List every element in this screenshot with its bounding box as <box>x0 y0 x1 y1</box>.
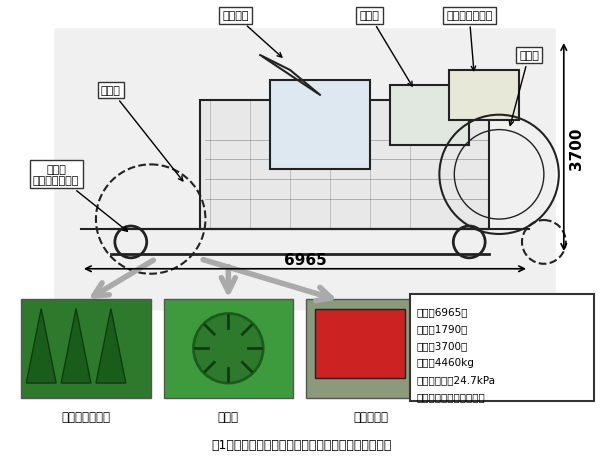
Text: 全高：3700㎜: 全高：3700㎜ <box>417 341 467 351</box>
Text: ホッパ: ホッパ <box>360 11 413 87</box>
FancyBboxPatch shape <box>449 71 519 120</box>
Text: （トウモロコシ収穫時）: （トウモロコシ収穫時） <box>417 391 485 401</box>
FancyBboxPatch shape <box>54 29 556 311</box>
Polygon shape <box>26 309 56 383</box>
Text: 収穫部: 収穫部 <box>101 86 183 181</box>
Text: 質量：4460kg: 質量：4460kg <box>417 358 474 367</box>
FancyBboxPatch shape <box>306 299 435 398</box>
Text: 全幅：1790㎜: 全幅：1790㎜ <box>417 324 468 334</box>
FancyBboxPatch shape <box>315 309 405 378</box>
Text: 牧草用: 牧草用 <box>218 410 239 423</box>
FancyBboxPatch shape <box>270 81 370 170</box>
Circle shape <box>193 314 263 383</box>
Polygon shape <box>96 309 126 383</box>
FancyBboxPatch shape <box>201 101 489 230</box>
FancyBboxPatch shape <box>164 299 293 398</box>
Text: 3700: 3700 <box>569 127 584 169</box>
Text: 成形室: 成形室 <box>509 51 539 126</box>
Text: 図1　自走式収穫機の側面図と収穫部アタッチメント: 図1 自走式収穫機の側面図と収穫部アタッチメント <box>212 438 392 451</box>
Text: 全長：6965㎜: 全長：6965㎜ <box>417 307 468 317</box>
Text: ネット供給装置: ネット供給装置 <box>446 11 492 72</box>
Text: 収穫部
アタッチメント: 収穫部 アタッチメント <box>33 164 127 232</box>
Text: 平均接地圧：24.7kPa: 平均接地圧：24.7kPa <box>417 374 495 384</box>
FancyBboxPatch shape <box>410 294 594 401</box>
Text: 6965: 6965 <box>284 252 326 267</box>
Text: シュート: シュート <box>222 11 282 58</box>
Polygon shape <box>61 309 91 383</box>
FancyBboxPatch shape <box>21 299 151 398</box>
Text: トウモロコシ用: トウモロコシ用 <box>62 410 111 423</box>
FancyBboxPatch shape <box>390 86 469 145</box>
Text: 飼料イネ用: 飼料イネ用 <box>353 410 388 423</box>
